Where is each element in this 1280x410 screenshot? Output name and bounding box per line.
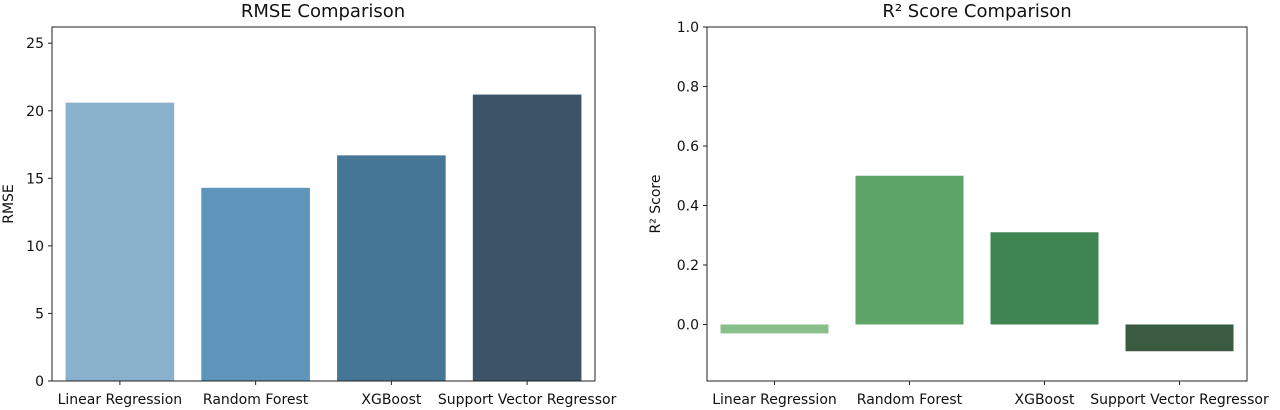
- rmse-bar-0: [65, 102, 175, 381]
- rmse-y-tick-label-2: 10: [26, 239, 44, 255]
- rmse-chart-title: RMSE Comparison: [241, 1, 405, 22]
- rmse-bar-2: [337, 155, 446, 381]
- r2-y-tick-label-2: 0.4: [677, 198, 699, 214]
- r2-y-tick-label-3: 0.6: [677, 139, 699, 155]
- rmse-bar-1: [201, 187, 310, 381]
- r2-bar-3: [1125, 324, 1234, 352]
- r2-x-tick-label-3: Support Vector Regressor: [1090, 392, 1269, 408]
- rmse-y-tick-label-1: 5: [35, 306, 44, 322]
- r2-y-axis-label: R² Score: [648, 174, 664, 233]
- rmse-y-tick-label-3: 15: [26, 171, 44, 187]
- r2-y-tick-label-0: 0.0: [677, 317, 699, 333]
- rmse-y-tick-label-4: 20: [26, 104, 44, 120]
- r2-bar-1: [855, 175, 964, 325]
- r2-chart-title: R² Score Comparison: [882, 1, 1071, 22]
- r2-x-tick-label-0: Linear Regression: [712, 392, 837, 408]
- r2-x-tick-label-1: Random Forest: [857, 392, 963, 408]
- rmse-y-tick-label-5: 25: [26, 36, 44, 52]
- rmse-chart: RMSE Comparison RMSE 0 5 10 15 20 25 Linear R…: [1, 1, 617, 408]
- r2-y-tick-label-5: 1.0: [677, 20, 699, 36]
- rmse-y-tick-label-0: 0: [35, 374, 44, 390]
- r2-bar-2: [990, 232, 1099, 325]
- r2-y-tick-label-1: 0.2: [677, 258, 699, 274]
- rmse-x-tick-label-3: Support Vector Regressor: [438, 392, 617, 408]
- r2-chart: R² Score Comparison R² Score 0.0 0.2 0.4 0.…: [648, 1, 1269, 408]
- rmse-x-tick-label-2: XGBoost: [361, 392, 421, 408]
- r2-bar-0: [720, 324, 829, 334]
- rmse-x-tick-label-0: Linear Regression: [58, 392, 183, 408]
- r2-y-tick-label-4: 0.8: [677, 79, 699, 95]
- r2-plot-frame: [706, 26, 1248, 382]
- rmse-plot-frame: [51, 26, 596, 382]
- rmse-x-tick-label-1: Random Forest: [203, 392, 309, 408]
- rmse-bar-3: [472, 94, 582, 381]
- rmse-y-axis-label: RMSE: [1, 184, 17, 224]
- r2-x-tick-label-2: XGBoost: [1015, 392, 1075, 408]
